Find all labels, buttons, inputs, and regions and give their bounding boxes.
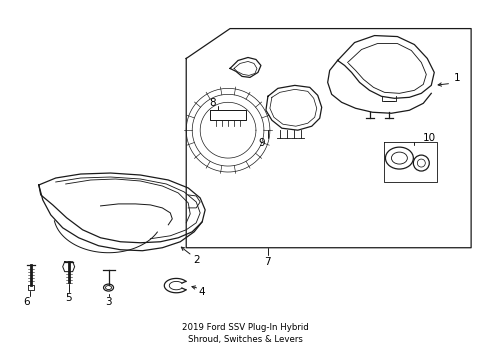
Text: 2: 2 bbox=[193, 255, 199, 265]
Text: 2019 Ford SSV Plug-In Hybrid
Shroud, Switches & Levers: 2019 Ford SSV Plug-In Hybrid Shroud, Swi… bbox=[182, 323, 308, 345]
Text: 7: 7 bbox=[265, 257, 271, 267]
Text: 6: 6 bbox=[24, 297, 30, 306]
Text: 3: 3 bbox=[105, 297, 112, 306]
Text: 8: 8 bbox=[209, 98, 216, 108]
Text: 9: 9 bbox=[259, 138, 265, 148]
Text: 4: 4 bbox=[199, 287, 205, 297]
Text: 10: 10 bbox=[423, 133, 436, 143]
Text: 5: 5 bbox=[65, 293, 72, 302]
Text: 1: 1 bbox=[454, 73, 461, 84]
